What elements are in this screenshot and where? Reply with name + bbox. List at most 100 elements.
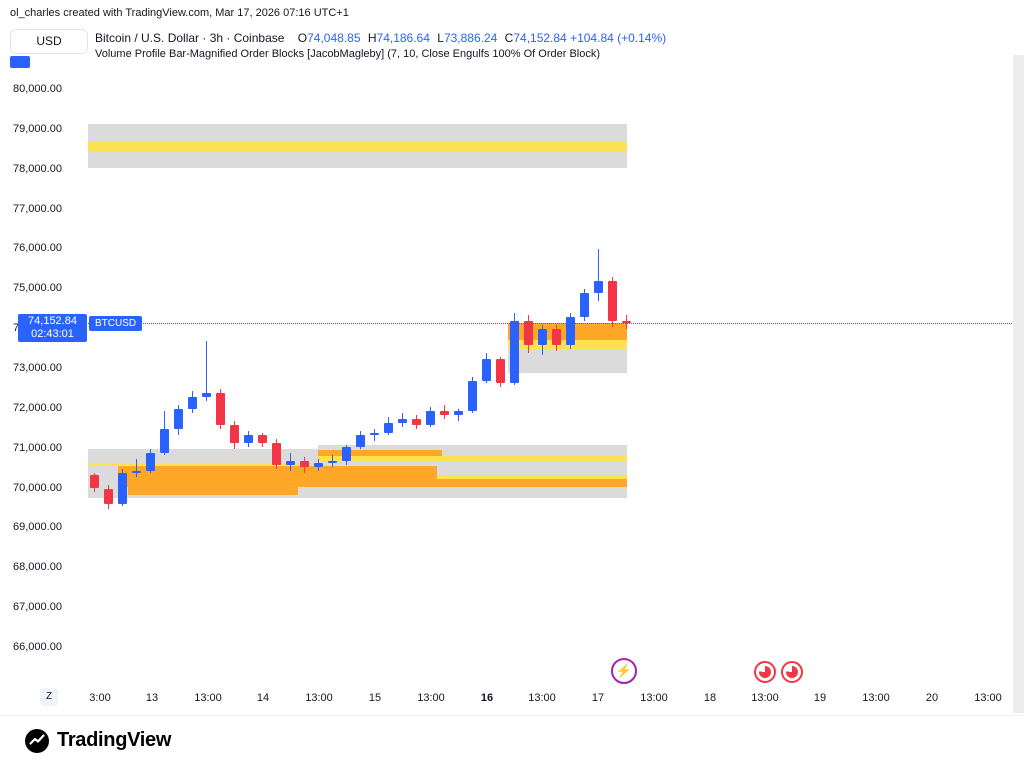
candle-body [342, 446, 351, 461]
candle-body [496, 359, 505, 383]
time-axis-label: 16 [480, 692, 494, 704]
candle-body [216, 392, 225, 425]
pie-glyph [759, 666, 771, 678]
price-scale-label: 75,000.00 [13, 282, 62, 295]
symbol-price-tag: BTCUSD [89, 316, 143, 331]
candle-body [146, 452, 155, 471]
time-axis-label: 13:00 [528, 692, 556, 704]
change-value: +104.84 (+0.14%) [570, 31, 667, 45]
timezone-button[interactable]: Z [40, 688, 58, 706]
candle-body [384, 422, 393, 433]
symbol-title[interactable]: Bitcoin / U.S. Dollar · 3h · Coinbase [95, 31, 285, 45]
candle-body [314, 462, 323, 467]
candle-body [328, 460, 337, 463]
pie-chart-circle-icon[interactable] [781, 661, 803, 683]
high-label: H [367, 31, 377, 45]
candle-body [440, 410, 449, 415]
blue-badge [10, 56, 30, 68]
tradingview-logo-icon [25, 728, 49, 753]
currency-button[interactable]: USD [10, 29, 88, 54]
candle-body [552, 329, 561, 345]
candle-body [482, 359, 491, 381]
current-price-label: 74,152.84 02:43:01 [18, 314, 87, 342]
high-value: 74,186.64 [376, 31, 430, 45]
time-axis-label: 17 [591, 692, 605, 704]
order-block-yellow [88, 462, 298, 466]
candle-body [566, 317, 575, 346]
chart-region[interactable]: ol_charles created with TradingView.com,… [0, 0, 1024, 715]
price-scale-label: 67,000.00 [13, 601, 62, 614]
candle-body [594, 281, 603, 294]
price-scale-label: 72,000.00 [13, 401, 62, 414]
candle-body [300, 460, 309, 467]
price-scale-label: 77,000.00 [13, 202, 62, 215]
time-axis-label: 3:00 [89, 692, 111, 704]
attribution-text: ol_charles created with TradingView.com,… [10, 7, 349, 19]
candle-body [202, 392, 211, 397]
time-axis-label: 13:00 [640, 692, 668, 704]
order-block-yellow [88, 141, 627, 151]
candle-body [174, 408, 183, 429]
order-block-orange [118, 466, 437, 478]
price-scale-label: 70,000.00 [13, 481, 62, 494]
close-label: C [504, 31, 514, 45]
price-scale-label: 79,000.00 [13, 122, 62, 135]
time-axis-label: 15 [368, 692, 382, 704]
chart-plot[interactable] [0, 0, 1024, 686]
candle-body [454, 410, 463, 415]
order-block-orange [118, 477, 627, 487]
price-scale-label: 76,000.00 [13, 242, 62, 255]
pie-chart-circle-icon[interactable] [754, 661, 776, 683]
time-axis-label: 13:00 [751, 692, 779, 704]
candle-body [370, 432, 379, 435]
candle-body [160, 428, 169, 453]
time-axis-label: 19 [813, 692, 827, 704]
lightning-circle-icon[interactable]: ⚡ [611, 658, 637, 684]
candle-body [118, 472, 127, 505]
price-scale-label: 66,000.00 [13, 641, 62, 653]
order-block-yellow [437, 475, 627, 479]
right-edge-strip [1013, 55, 1024, 713]
time-axis-label: 13 [145, 692, 159, 704]
candle-body [188, 396, 197, 409]
order-block-gray [508, 349, 627, 373]
candle-body [398, 418, 407, 423]
time-scale[interactable]: Z 3:00 13 13:00 14 13:00 15 13:00 16 13:00 17 13:0… [0, 686, 1024, 715]
time-axis-label: 20 [925, 692, 939, 704]
indicator-title: Volume Profile Bar-Magnified Order Block… [95, 48, 601, 60]
time-axis-label: 18 [703, 692, 717, 704]
candle-body [132, 470, 141, 473]
candle-body [608, 281, 617, 322]
order-block-yellow [318, 455, 627, 461]
candle-body [622, 321, 631, 324]
current-price-value: 74,152.84 [28, 315, 77, 327]
candle-wick [598, 249, 599, 302]
candle-wick [458, 408, 459, 421]
candle-body [90, 474, 99, 489]
price-scale-label: 80,000.00 [13, 83, 62, 95]
footer: TradingView [0, 715, 1024, 765]
tradingview-logo[interactable]: TradingView [24, 728, 171, 754]
low-value: 73,886.24 [443, 31, 498, 45]
order-block-orange [318, 449, 442, 456]
candle-wick [136, 458, 137, 477]
candle-body [412, 418, 421, 425]
current-price-line [88, 323, 1012, 324]
price-scale-label: 71,000.00 [13, 441, 62, 454]
price-scale-label: 68,000.00 [13, 561, 62, 574]
order-block-orange [128, 487, 298, 496]
price-scale[interactable]: 80,000.00 79,000.00 78,000.00 77,000.00 76,0… [0, 0, 88, 686]
time-axis-label: 13:00 [974, 692, 1002, 704]
candle-body [580, 293, 589, 318]
candle-body [272, 442, 281, 465]
candle-body [538, 329, 547, 345]
candle-body [510, 321, 519, 383]
bar-countdown: 02:43:01 [31, 328, 74, 340]
pie-glyph [786, 666, 798, 678]
candle-body [244, 434, 253, 443]
time-axis-label: 14 [256, 692, 270, 704]
time-axis-label: 13:00 [862, 692, 890, 704]
time-axis-label: 13:00 [417, 692, 445, 704]
candle-wick [374, 428, 375, 441]
price-scale-label: 73,000.00 [13, 362, 62, 374]
